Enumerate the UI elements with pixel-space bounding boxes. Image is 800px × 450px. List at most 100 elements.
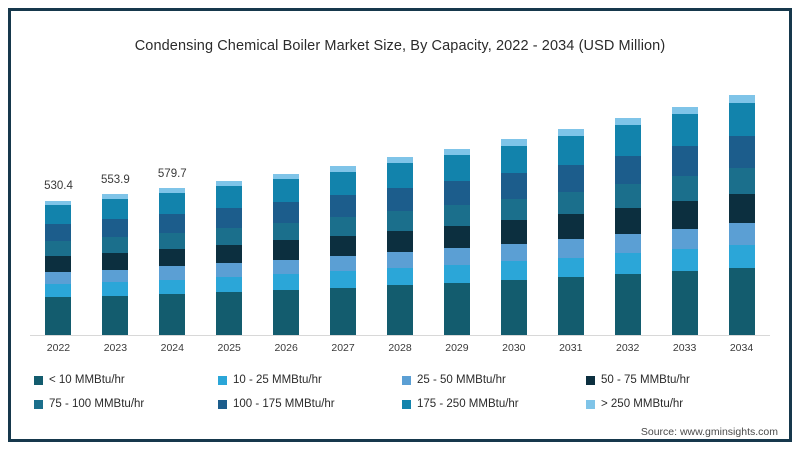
bar-2034[interactable]: [728, 94, 755, 335]
bar-segment: [557, 257, 584, 278]
bar-segment: [557, 135, 584, 165]
x-axis-tick-labels: 2022 2023 2024 2025 2026 2027 2028 2029 2030 2031…: [30, 340, 770, 358]
bar-segment: [614, 207, 641, 234]
x-tick-2026: 2026: [274, 342, 298, 354]
bar-2032[interactable]: [614, 118, 641, 335]
legend-swatch-icon: [586, 375, 595, 385]
bar-2031[interactable]: [557, 129, 584, 335]
bar-2033[interactable]: [671, 106, 698, 335]
bar-2030[interactable]: [500, 139, 527, 335]
x-tick-2027: 2027: [331, 342, 355, 354]
bar-segment: [387, 230, 413, 253]
bar-segment: [159, 213, 186, 233]
bar-segment: [159, 187, 186, 193]
legend-row: 75 - 100 MMBtu/hr 100 - 175 MMBtu/hr 175 -…: [34, 392, 770, 416]
legend-label: 10 - 25 MMBtu/hr: [233, 374, 322, 386]
bar-segment: [273, 240, 300, 260]
bar-segment: [102, 194, 129, 200]
legend-item[interactable]: < 10 MMBtu/hr: [34, 374, 218, 386]
bar-2028[interactable]: [387, 157, 413, 335]
bar-segment: [614, 183, 641, 208]
bar-segment: [216, 186, 243, 208]
bar-segment: [443, 180, 470, 206]
bar-segment: [728, 102, 755, 137]
bar-segment: [557, 214, 584, 239]
bar-segment: [45, 272, 72, 285]
bar-segment: [671, 114, 698, 147]
bar-segment: [671, 176, 698, 202]
bar-segment: [102, 269, 129, 283]
bar-segment: [387, 157, 413, 164]
bar-segment: [728, 194, 755, 223]
bar-segment: [500, 173, 527, 199]
chart-plot-area: 530.4 553.9 579.7: [30, 80, 770, 335]
bar-segment: [443, 282, 470, 335]
legend-swatch-icon: [34, 399, 43, 409]
bar-segment: [159, 232, 186, 249]
legend-row: < 10 MMBtu/hr 10 - 25 MMBtu/hr 25 - 50 MMB…: [34, 368, 770, 392]
bar-segment: [671, 106, 698, 115]
bar-segment: [500, 280, 527, 335]
legend-label: 50 - 75 MMBtu/hr: [601, 374, 690, 386]
bar-segment: [45, 241, 72, 257]
bar-segment: [273, 201, 300, 223]
legend-item[interactable]: 50 - 75 MMBtu/hr: [586, 374, 770, 386]
bar-segment: [216, 244, 243, 264]
x-tick-2022: 2022: [46, 342, 71, 354]
bar-segment: [45, 223, 72, 242]
bar-value-label: 579.7: [157, 167, 187, 180]
bar-2022[interactable]: [45, 200, 72, 335]
bar-segment: [273, 274, 300, 290]
x-tick-2032: 2032: [616, 342, 640, 354]
bar-segment: [330, 235, 357, 257]
page-title: Condensing Chemical Boiler Market Size, …: [134, 38, 666, 54]
bar-segment: [500, 243, 527, 262]
bar-segment: [557, 129, 584, 136]
bar-segment: [614, 125, 641, 156]
legend-item[interactable]: 10 - 25 MMBtu/hr: [218, 374, 402, 386]
frame-border-left: [8, 8, 11, 442]
bar-segment: [159, 279, 186, 294]
bar-segment: [330, 217, 357, 236]
bar-segment: [330, 195, 357, 218]
bar-segment: [102, 282, 129, 296]
legend-swatch-icon: [218, 399, 227, 409]
bar-segment: [500, 139, 527, 146]
legend-label: 25 - 50 MMBtu/hr: [417, 374, 506, 386]
bar-segment: [443, 205, 470, 226]
x-tick-2025: 2025: [217, 342, 241, 354]
bar-2027[interactable]: [330, 165, 357, 335]
bar-segment: [216, 291, 243, 335]
legend-item[interactable]: 100 - 175 MMBtu/hr: [218, 398, 402, 410]
bar-2025[interactable]: [216, 181, 243, 335]
bar-2023[interactable]: [102, 194, 129, 335]
bar-segment: [614, 253, 641, 275]
bar-segment: [387, 211, 413, 231]
legend-item[interactable]: 25 - 50 MMBtu/hr: [402, 374, 586, 386]
bar-2024[interactable]: [159, 187, 186, 335]
bar-segment: [330, 271, 357, 288]
bar-segment: [671, 201, 698, 229]
bar-2026[interactable]: [273, 173, 300, 335]
legend-item[interactable]: > 250 MMBtu/hr: [586, 398, 770, 410]
bar-segment: [671, 146, 698, 177]
x-axis-line: [30, 335, 770, 336]
bar-segment: [330, 256, 357, 272]
bar-segment: [45, 200, 72, 206]
bar-segment: [500, 145, 527, 174]
bar-segment: [728, 267, 755, 335]
legend-item[interactable]: 175 - 250 MMBtu/hr: [402, 398, 586, 410]
x-tick-2028: 2028: [388, 342, 412, 354]
bar-2029[interactable]: [443, 148, 470, 335]
bar-segment: [216, 263, 243, 278]
bar-segment: [671, 249, 698, 272]
bar-segment: [557, 238, 584, 258]
legend-item[interactable]: 75 - 100 MMBtu/hr: [34, 398, 218, 410]
bar-segment: [557, 164, 584, 192]
bar-segment: [387, 188, 413, 212]
bar-segment: [671, 228, 698, 250]
bar-segment: [443, 248, 470, 265]
bar-segment: [102, 237, 129, 253]
bar-segment: [159, 293, 186, 335]
